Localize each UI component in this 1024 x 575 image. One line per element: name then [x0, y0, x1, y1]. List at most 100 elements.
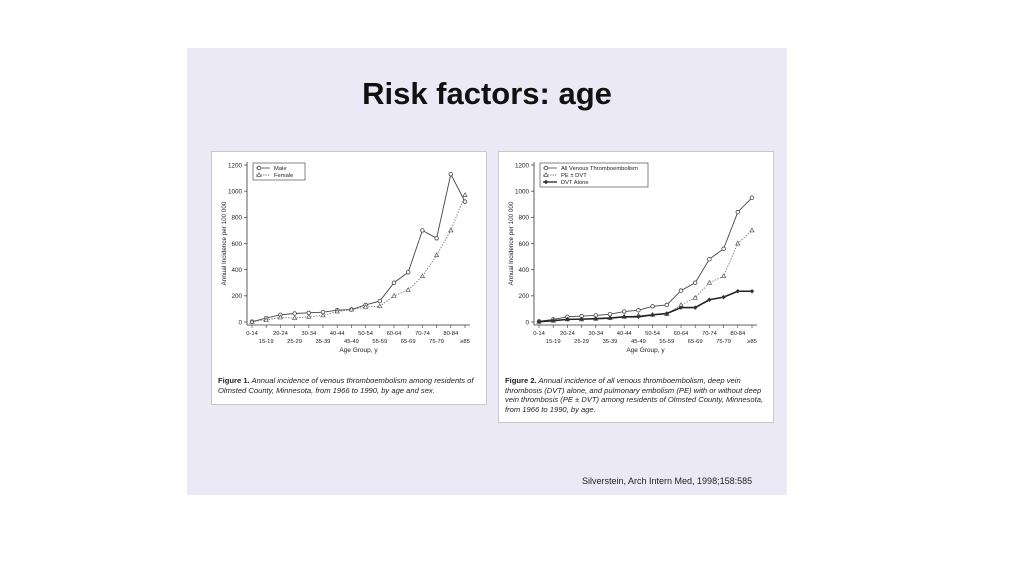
figure-1-x-tick-label: 30-34 — [301, 331, 317, 337]
figure-1-x-tick-label: 75-79 — [429, 339, 444, 345]
figure-2-data-point — [650, 304, 655, 309]
figure-1-x-tick-label: 50-54 — [358, 331, 374, 337]
figure-1-y-tick-label: 400 — [231, 267, 242, 274]
figure-1-data-point — [433, 252, 440, 258]
figure-2-legend — [539, 162, 649, 188]
figure-1-data-point — [292, 311, 297, 316]
figure-1-x-tick-label: ≥85 — [460, 339, 470, 345]
figure-1-y-tick-label: 1200 — [228, 162, 243, 169]
figure-1-y-tick-label: 0 — [238, 319, 242, 326]
figure-2-data-point — [621, 314, 627, 320]
figure-2-data-point — [664, 302, 669, 308]
figure-1-data-point — [249, 318, 255, 324]
figure-1-series-0 — [249, 171, 468, 324]
figure-2-y-tick-label: 200 — [518, 293, 529, 300]
slide: Risk factors: age 0 200 400 600 800 1000 1200 0… — [187, 48, 787, 495]
figure-1-y-tick-label: 1000 — [228, 188, 243, 195]
figure-2-data-point — [678, 288, 684, 293]
figure-1-legend-label: Male — [274, 166, 287, 172]
figure-1-panel: 0 200 400 600 800 1000 1200 0-14 15-19 20-24 25-29… — [211, 151, 487, 405]
figure-1-legend-label: Female — [274, 173, 293, 179]
figure-1-legend-marker — [256, 165, 262, 171]
figure-2-legend-label: PE ± DVT — [561, 173, 587, 179]
figure-1-data-point — [263, 317, 269, 322]
figure-1-data-point — [291, 315, 298, 320]
figure-2-data-point — [692, 280, 698, 285]
figure-2-data-point — [735, 240, 741, 246]
figure-1-data-point — [419, 273, 426, 279]
figure-2-data-point — [607, 315, 613, 321]
figure-2-data-point — [749, 227, 755, 233]
citation: Silverstein, Arch Intern Med, 1998;158:5… — [582, 476, 753, 486]
figure-2-y-tick-label: 0 — [525, 319, 529, 326]
figure-1-x-tick-label: 25-29 — [287, 339, 302, 345]
figure-2-data-point — [593, 316, 599, 322]
figure-1-legend-marker — [256, 172, 262, 177]
figure-2-x-tick-label: 30-34 — [588, 331, 604, 337]
figure-2-data-point — [650, 312, 655, 318]
figure-1-data-point — [448, 227, 454, 233]
figure-2-x-tick-label: 20-24 — [560, 331, 576, 337]
figure-2-data-point — [735, 209, 740, 215]
figure-1-x-tick-label: 70-74 — [415, 331, 431, 337]
figure-2-data-point — [706, 279, 713, 285]
figure-2-x-tick-label: 65-69 — [688, 339, 703, 345]
figure-2-x-tick-label: 75-79 — [716, 339, 731, 345]
figure-2-y-tick-label: 600 — [518, 241, 529, 248]
figure-2-data-point — [721, 294, 726, 300]
figure-1-x-tick-label: 45-49 — [344, 339, 359, 345]
figure-2-data-point — [664, 311, 670, 316]
figure-2-y-tick-label: 800 — [518, 215, 529, 222]
figure-1-x-tick-label: 80-84 — [443, 331, 459, 337]
figure-1-data-point — [405, 270, 411, 275]
figure-2-x-tick-label: 15-19 — [546, 339, 561, 345]
figure-2-data-point — [536, 319, 542, 325]
figure-2-x-tick-label: 70-74 — [702, 331, 718, 337]
figure-2-x-tick-label: 35-39 — [603, 339, 618, 345]
figure-2-data-point — [550, 318, 556, 324]
figure-1-x-tick-label: 60-64 — [387, 331, 403, 337]
figure-2-data-point — [749, 288, 755, 294]
figure-2-y-tick-label: 400 — [518, 267, 529, 274]
figure-2-legend-marker — [543, 172, 549, 177]
figure-2-data-point — [636, 314, 641, 320]
figure-2-x-tick-label: 40-44 — [617, 331, 633, 337]
figure-1-y-tick-label: 600 — [231, 241, 242, 248]
figure-2-series-line — [538, 197, 753, 322]
figure-1-y-axis-label: Annual Incidence per 100 000 — [221, 201, 228, 285]
figure-2-caption-label: Figure 2. — [505, 376, 537, 385]
figure-1-data-point — [306, 313, 312, 319]
figure-2-x-tick-label: 55-59 — [659, 339, 674, 345]
figure-1-y-tick-label: 800 — [231, 215, 242, 222]
figure-2-data-point — [621, 309, 627, 314]
figure-2-data-point — [692, 294, 698, 300]
figure-2-data-point — [707, 256, 712, 262]
figure-2-panel: 0 200 400 600 800 1000 1200 0-14 15-19 20-24 25-29… — [498, 151, 774, 423]
figure-2-series-0 — [536, 195, 755, 324]
figure-1-data-point — [462, 192, 468, 197]
figure-1-x-axis-label: Age Group, y — [339, 347, 378, 354]
figure-2-x-tick-label: 45-49 — [631, 339, 646, 345]
figure-1-data-point — [420, 228, 425, 233]
figure-1-data-point — [377, 298, 382, 304]
figure-2-data-point — [579, 316, 584, 322]
figure-1-data-point — [334, 308, 340, 314]
figure-2-x-tick-label: ≥85 — [747, 339, 757, 345]
figure-1-data-point — [277, 314, 284, 320]
figure-1-x-tick-label: 35-39 — [316, 339, 331, 345]
figure-1-x-tick-label: 20-24 — [273, 331, 289, 337]
figure-2-x-axis-label: Age Group, y — [626, 347, 665, 354]
figure-1-caption-label: Figure 1. — [218, 376, 250, 385]
figure-2-data-point — [735, 288, 741, 294]
figure-2-data-point — [749, 195, 755, 200]
figure-1-data-point — [362, 304, 369, 309]
figure-1-data-point — [348, 306, 355, 312]
figure-1-y-tick-label: 200 — [231, 293, 242, 300]
figure-1-caption: Figure 1. Annual incidence of venous thr… — [218, 376, 480, 395]
figure-2-x-tick-label: 80-84 — [730, 331, 746, 337]
figure-1-data-point — [434, 236, 439, 241]
figure-1-data-point — [448, 171, 453, 177]
figure-1-data-point — [320, 312, 326, 318]
